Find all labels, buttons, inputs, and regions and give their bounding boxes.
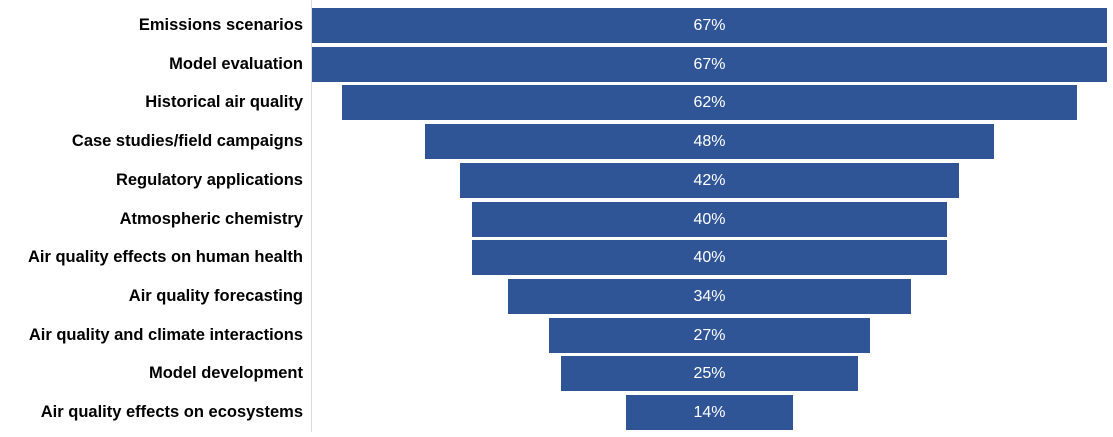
funnel-bar: 40% — [472, 240, 947, 275]
funnel-bar: 40% — [472, 202, 947, 237]
bar-value-label: 48% — [693, 133, 726, 150]
funnel-bar: 62% — [341, 85, 1078, 120]
funnel-bar: 27% — [549, 318, 870, 353]
bar-value-label: 67% — [693, 17, 726, 34]
bar-value-label: 42% — [693, 172, 726, 189]
funnel-bar: 14% — [626, 395, 793, 430]
funnel-bar: 34% — [507, 279, 912, 314]
category-label: Air quality effects on ecosystems — [40, 403, 303, 421]
category-label: Air quality and climate interactions — [28, 326, 303, 344]
bar-value-label: 25% — [693, 365, 726, 382]
category-label: Air quality forecasting — [128, 287, 303, 305]
category-label: Historical air quality — [145, 93, 303, 111]
bar-value-label: 40% — [693, 249, 726, 266]
category-label: Model evaluation — [169, 55, 303, 73]
category-label: Model development — [148, 364, 303, 382]
bar-value-label: 40% — [693, 211, 726, 228]
bar-value-label: 67% — [693, 56, 726, 73]
bar-value-label: 27% — [693, 327, 726, 344]
bar-value-label: 34% — [693, 288, 726, 305]
category-label: Air quality effects on human health — [27, 248, 303, 266]
funnel-bar: 42% — [460, 163, 959, 198]
category-label: Regulatory applications — [115, 171, 303, 189]
category-label: Case studies/field campaigns — [71, 132, 303, 150]
funnel-bar: 48% — [424, 124, 995, 159]
category-label: Emissions scenarios — [138, 16, 303, 34]
category-label: Atmospheric chemistry — [119, 210, 303, 228]
funnel-bar: 25% — [561, 356, 858, 391]
funnel-bar: 67% — [312, 8, 1107, 43]
bar-value-label: 14% — [693, 404, 726, 421]
funnel-bar: 67% — [312, 47, 1107, 82]
bar-value-label: 62% — [693, 94, 726, 111]
category-axis-line — [311, 0, 312, 432]
